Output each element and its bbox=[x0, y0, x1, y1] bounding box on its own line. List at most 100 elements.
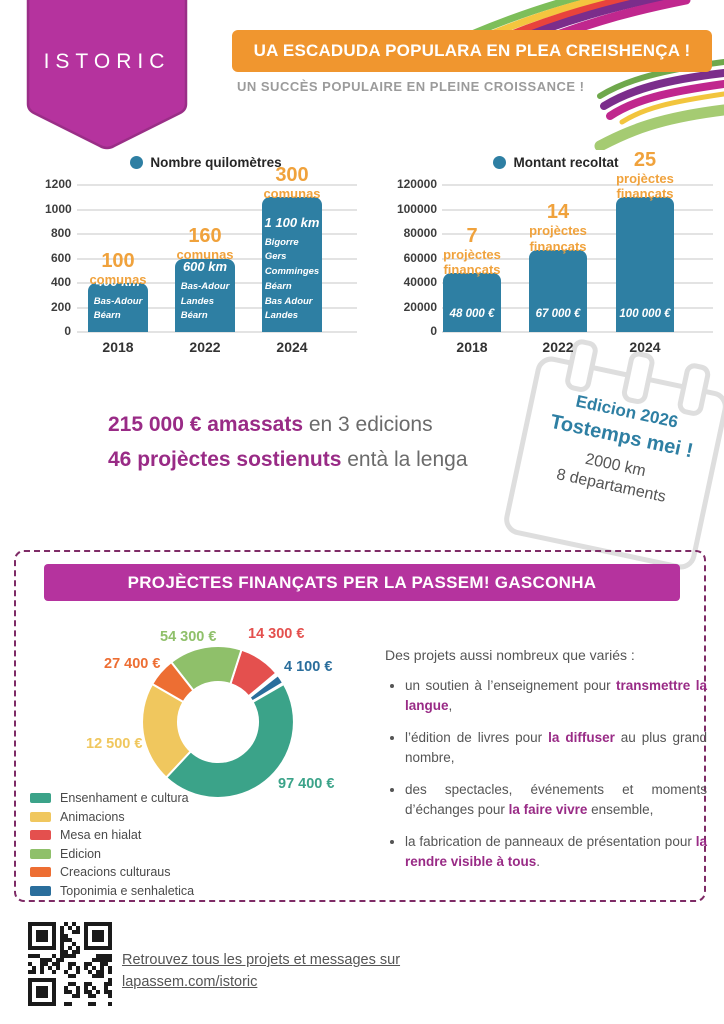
y-axis-tick: 200 bbox=[50, 299, 71, 314]
page-subtitle: UN SUCCÈS POPULAIRE EN PLEINE CROISSANCE… bbox=[237, 79, 585, 94]
bar-annotation: 7 projèctes finançats bbox=[443, 224, 501, 277]
donut-slice-4 bbox=[150, 660, 195, 704]
legend-label: Edicion bbox=[60, 846, 101, 861]
bar-value-label: 67 000 € bbox=[535, 307, 581, 320]
y-axis-tick: 40000 bbox=[403, 275, 437, 289]
footer-link-line-1[interactable]: Retrouvez tous les projets et messages s… bbox=[122, 952, 401, 968]
bar-region-labels: Bas-Adour Béarn bbox=[93, 295, 143, 322]
summary-projects-rest: entà la lenga bbox=[341, 448, 468, 471]
legend-swatch-icon bbox=[30, 848, 51, 859]
legend-swatch-icon bbox=[30, 830, 51, 840]
x-axis-label: 2018 bbox=[102, 339, 134, 355]
gridline bbox=[442, 208, 713, 211]
bar-2018: 48 000 € bbox=[443, 273, 501, 332]
legend-label: Creacions culturaus bbox=[60, 865, 171, 879]
bar-annotation: 300 comunas bbox=[263, 163, 321, 201]
legend-swatch-icon bbox=[30, 811, 51, 822]
legend-label: Nombre quilomètres bbox=[150, 155, 282, 170]
x-axis-label: 2018 bbox=[456, 339, 488, 355]
donut-slice-5 bbox=[248, 673, 285, 703]
chart-legend: Montant recoltat bbox=[395, 155, 717, 170]
chart-legend: Nombre quilomètres bbox=[45, 155, 367, 170]
projects-box bbox=[14, 550, 706, 902]
donut-value-ensenhament: 97 400 € bbox=[278, 776, 335, 792]
legend-swatch-icon bbox=[30, 885, 51, 896]
istoric-badge: ISTORIC bbox=[26, 0, 188, 150]
badge-label: ISTORIC bbox=[44, 50, 171, 73]
gridline bbox=[77, 331, 357, 333]
donut-value-creacions: 27 400 € bbox=[104, 656, 161, 672]
donut-legend-item: Edicion bbox=[30, 847, 194, 861]
bar-2024: 1 100 km Bigorre Gers Comminges Béarn Bas Ado… bbox=[262, 197, 322, 332]
donut-legend-item: Ensenhament e cultura bbox=[30, 791, 194, 805]
projects-intro: Des projets aussi nombreux que variés : bbox=[385, 647, 635, 663]
x-axis-label: 2024 bbox=[629, 339, 661, 355]
legend-label: Mesa en hialat bbox=[60, 828, 142, 842]
project-bullet-1: l’édition de livres pour la diffuser au … bbox=[405, 728, 707, 767]
bar-value-label: 1 100 km bbox=[264, 214, 320, 230]
legend-label: Montant recoltat bbox=[513, 155, 619, 170]
summary-line-2: 46 projèctes sostienuts entà la lenga bbox=[108, 442, 468, 477]
donut-value-animacions: 12 500 € bbox=[86, 736, 143, 752]
bar-value-label: 400 km bbox=[95, 273, 141, 289]
bar-2022: 67 000 € bbox=[529, 249, 587, 332]
donut-legend: Ensenhament e cultura Animacions Mesa en h… bbox=[30, 791, 194, 902]
footer-link-line-2[interactable]: lapassem.com/istoric bbox=[122, 973, 258, 990]
footer-link[interactable]: Retrouvez tous les projets et messages s… bbox=[122, 950, 400, 994]
donut-value-edicion: 54 300 € bbox=[160, 629, 217, 645]
km-bar-chart: Nombre quilomètres 0 200 400 600 800 1000 1200 4… bbox=[45, 153, 367, 365]
x-axis-label: 2022 bbox=[542, 339, 574, 355]
bar-value-label: 48 000 € bbox=[449, 307, 495, 320]
project-bullet-0: un soutien à l’enseignement pour transme… bbox=[405, 676, 707, 715]
legend-label: Animacions bbox=[60, 809, 125, 824]
x-axis-label: 2022 bbox=[189, 339, 221, 355]
bar-annotation: 100 comunas bbox=[89, 249, 147, 287]
funding-donut-chart bbox=[141, 645, 295, 799]
summary-amount: 215 000 € amassats bbox=[108, 413, 303, 436]
gridline bbox=[77, 184, 357, 186]
y-axis-tick: 0 bbox=[64, 324, 71, 338]
page-title: UA ESCADUDA POPULARA EN PLEA CREISHENÇA … bbox=[253, 41, 691, 60]
money-bar-chart: Montant recoltat 0 20000 40000 60000 80000 100… bbox=[395, 149, 717, 365]
gridline bbox=[442, 331, 713, 333]
projects-header: PROJÈCTES FINANÇATS PER LA PASSEM! GASCO… bbox=[44, 564, 680, 601]
x-axis-label: 2024 bbox=[276, 339, 308, 355]
donut-legend-item: Creacions culturaus bbox=[30, 865, 194, 879]
gridline bbox=[77, 208, 357, 211]
bar-value-label: 100 000 € bbox=[619, 308, 671, 320]
donut-slice-3 bbox=[169, 645, 243, 692]
bar-value-label: 600 km bbox=[182, 258, 228, 274]
summary-amount-rest: en 3 edicions bbox=[303, 413, 433, 436]
legend-dot-icon bbox=[130, 156, 144, 169]
donut-slice-2 bbox=[229, 648, 278, 698]
bar-annotation: 14 projèctes finançats bbox=[529, 201, 587, 254]
bar-region-labels: Bigorre Gers Comminges Béarn Bas Adour Landes bbox=[264, 236, 320, 322]
y-axis-tick: 400 bbox=[50, 275, 71, 289]
qr-code[interactable] bbox=[28, 922, 112, 1006]
donut-value-toponimia: 4 100 € bbox=[284, 659, 333, 675]
bar-2022: 600 km Bas-Adour Landes Béarn bbox=[175, 258, 235, 332]
project-bullet-3: la fabrication de panneaux de présentati… bbox=[405, 832, 707, 871]
y-axis-tick: 800 bbox=[50, 226, 71, 240]
calendar-ring-icon bbox=[676, 361, 713, 418]
title-banner: UA ESCADUDA POPULARA EN PLEA CREISHENÇA … bbox=[232, 30, 712, 72]
donut-slice-0 bbox=[164, 682, 295, 799]
bar-region-labels: Bas-Adour Landes Béarn bbox=[180, 280, 230, 322]
projects-bullet-list: un soutien à l’enseignement pour transme… bbox=[388, 676, 707, 885]
bar-annotation: 25 projèctes finançats bbox=[616, 148, 674, 201]
y-axis-tick: 100000 bbox=[396, 201, 437, 216]
donut-value-mesa: 14 300 € bbox=[248, 626, 305, 642]
bar-2018: 400 km Bas-Adour Béarn bbox=[88, 274, 148, 332]
donut-legend-item: Mesa en hialat bbox=[30, 828, 194, 842]
y-axis-tick: 0 bbox=[430, 324, 437, 338]
ribbon-swoosh-decoration bbox=[468, 0, 724, 150]
donut-legend-item: Animacions bbox=[30, 810, 194, 824]
y-axis-tick: 600 bbox=[50, 250, 71, 265]
legend-swatch-icon bbox=[30, 793, 51, 803]
legend-swatch-icon bbox=[30, 867, 51, 877]
donut-legend-item: Toponimia e senhaletica bbox=[30, 884, 194, 898]
gridline bbox=[442, 184, 713, 186]
y-axis-tick: 80000 bbox=[403, 226, 437, 240]
calendar-2026-card: Edicion 2026 Tostemps mei ! 2000 km 8 de… bbox=[501, 337, 724, 573]
